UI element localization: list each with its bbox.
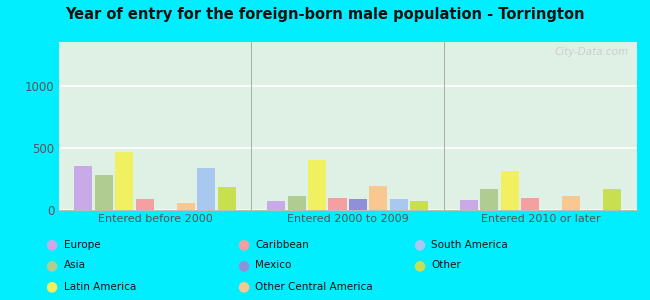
Text: Other Central America: Other Central America	[255, 281, 373, 292]
Text: South America: South America	[431, 239, 508, 250]
Text: Year of entry for the foreign-born male population - Torrington: Year of entry for the foreign-born male …	[65, 8, 585, 22]
Bar	[501, 171, 519, 210]
Bar	[349, 200, 367, 210]
Bar	[562, 196, 580, 210]
Bar	[390, 200, 408, 210]
Bar	[410, 201, 428, 210]
Bar	[521, 198, 540, 210]
Text: Mexico: Mexico	[255, 260, 292, 271]
Bar	[267, 201, 285, 210]
Text: Asia: Asia	[64, 260, 86, 271]
Text: Other: Other	[431, 260, 461, 271]
Text: Latin America: Latin America	[64, 281, 136, 292]
Bar	[287, 196, 306, 210]
Bar	[369, 186, 387, 210]
Bar	[480, 190, 499, 210]
Text: ●: ●	[413, 238, 425, 251]
Text: City-Data.com: City-Data.com	[554, 47, 629, 57]
Text: ●: ●	[413, 259, 425, 272]
Text: ●: ●	[46, 238, 58, 251]
Text: Caribbean: Caribbean	[255, 239, 309, 250]
Text: ●: ●	[237, 280, 250, 293]
Bar	[603, 190, 621, 210]
Bar	[177, 203, 194, 210]
Bar	[74, 167, 92, 210]
Bar	[218, 187, 236, 210]
Bar	[95, 175, 112, 210]
Bar	[328, 198, 346, 210]
Bar	[460, 200, 478, 210]
Text: ●: ●	[46, 259, 58, 272]
Bar	[308, 160, 326, 210]
Bar	[136, 199, 153, 210]
Text: ●: ●	[46, 280, 58, 293]
Bar	[197, 168, 215, 210]
Text: Europe: Europe	[64, 239, 100, 250]
Bar	[115, 152, 133, 210]
Text: ●: ●	[237, 238, 250, 251]
Text: ●: ●	[237, 259, 250, 272]
